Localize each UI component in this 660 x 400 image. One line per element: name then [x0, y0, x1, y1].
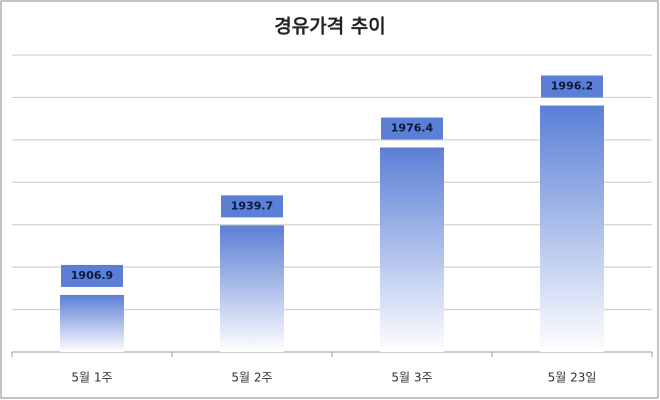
- x-tick-label: 5월 2주: [231, 371, 272, 385]
- chart-title: 경유가격 추이: [274, 16, 386, 38]
- value-label-box: [221, 195, 283, 218]
- x-tick-label: 5월 3주: [391, 371, 432, 385]
- bar: [220, 225, 284, 352]
- value-label: 1976.4: [391, 121, 434, 134]
- bar: [60, 294, 124, 352]
- value-label-box: [61, 264, 123, 287]
- value-label: 1996.2: [551, 79, 593, 92]
- value-label: 1939.7: [231, 199, 273, 212]
- x-tick-label: 5월 1주: [71, 371, 112, 385]
- x-tick-label: 5월 23일: [548, 371, 597, 385]
- value-label: 1906.9: [71, 269, 113, 282]
- value-label-box: [541, 75, 603, 98]
- bar: [380, 147, 444, 352]
- bar: [540, 105, 604, 353]
- value-label-box: [381, 117, 443, 140]
